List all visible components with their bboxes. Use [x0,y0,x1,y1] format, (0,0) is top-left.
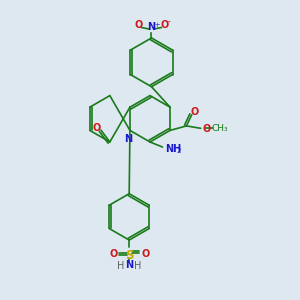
Text: S: S [125,249,134,262]
Text: +: + [154,22,160,28]
Text: O: O [190,107,199,117]
Text: CH₃: CH₃ [212,124,228,133]
Text: H: H [134,261,141,271]
Text: O: O [160,20,169,30]
Text: O: O [93,123,101,133]
Text: O: O [134,20,142,30]
Text: H: H [117,261,124,271]
Text: O: O [141,249,149,259]
Text: N: N [124,134,133,144]
Text: -: - [168,17,171,26]
Text: N: N [125,260,133,270]
Text: O: O [202,124,210,134]
Text: NH: NH [166,143,182,154]
Text: N: N [147,22,155,32]
Text: 2: 2 [176,148,181,154]
Text: O: O [109,249,117,259]
